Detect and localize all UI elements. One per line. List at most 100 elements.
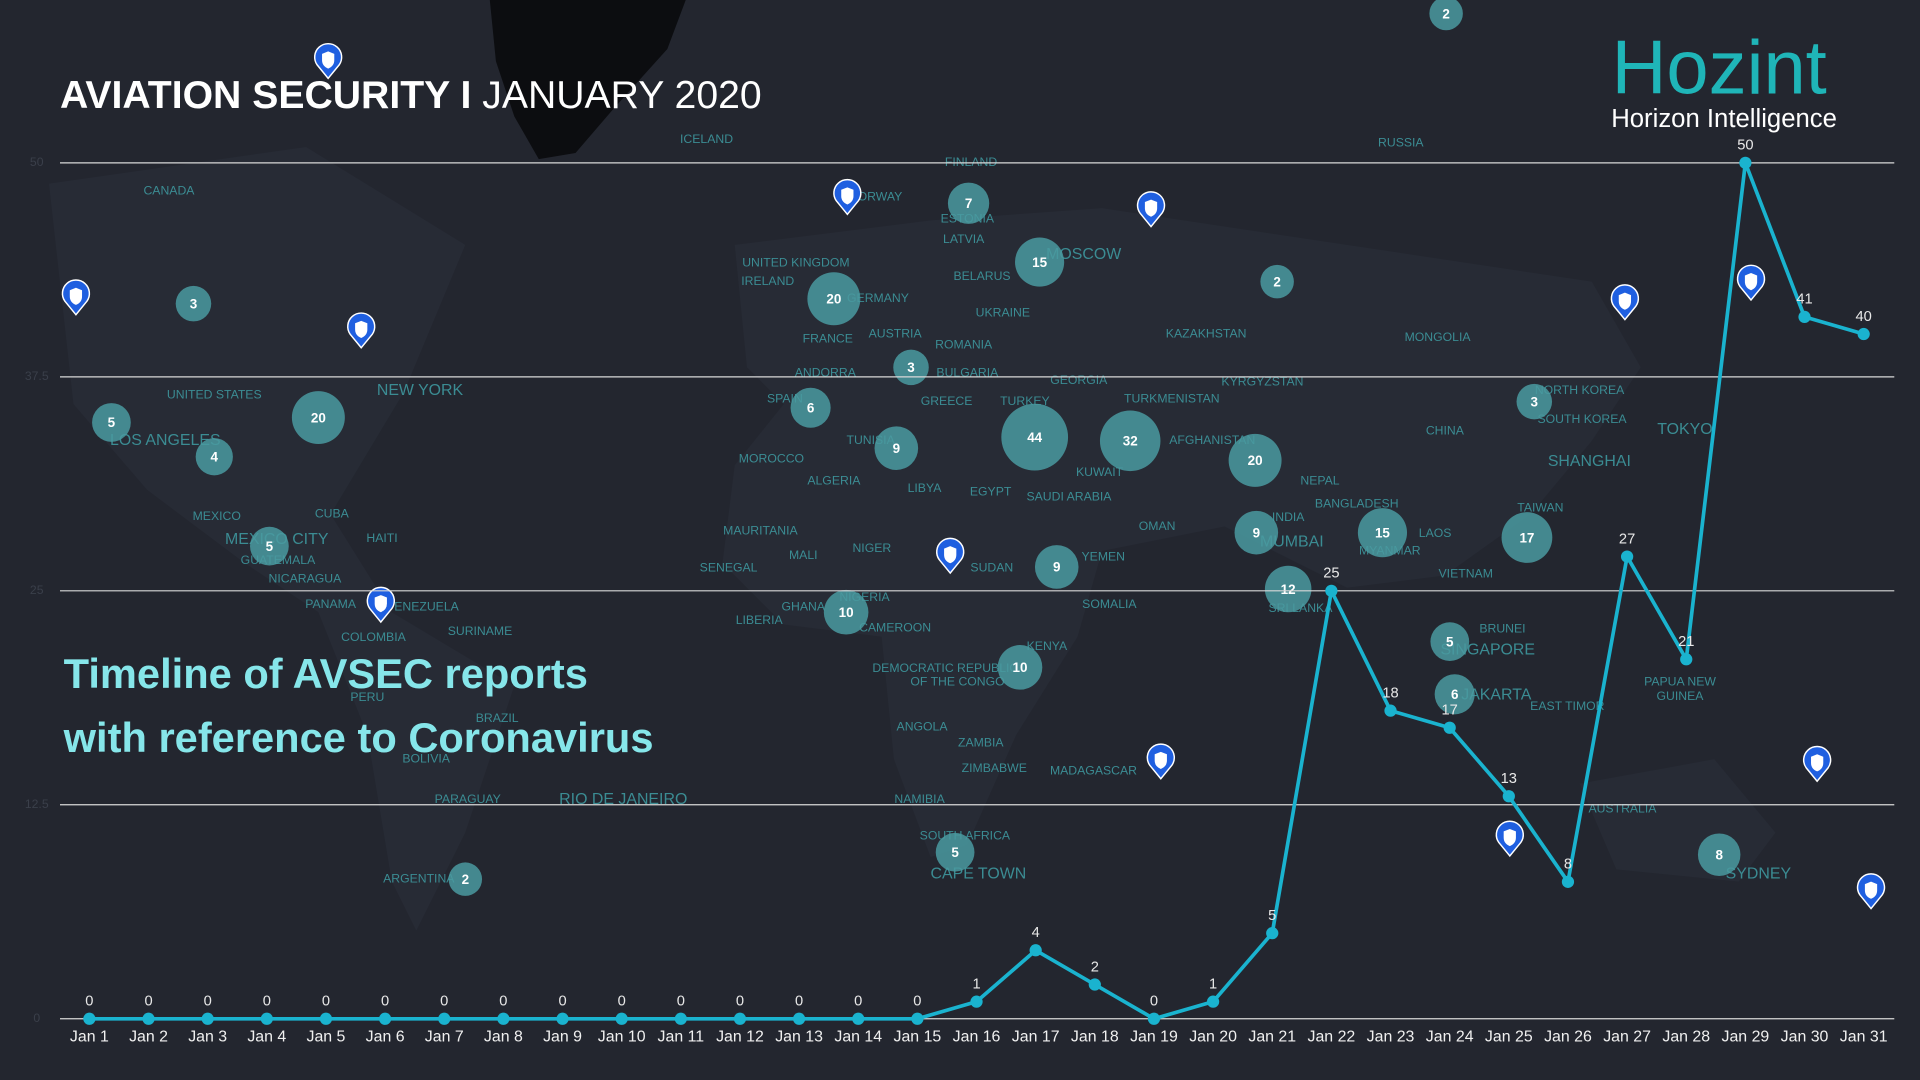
bubble-label: 20 xyxy=(1248,453,1263,468)
report-bubble xyxy=(1501,512,1553,563)
value-label: 0 xyxy=(85,994,93,1010)
place-label: DEMOCRATIC REPUBLIC xyxy=(872,661,1018,675)
report-bubble xyxy=(1264,565,1312,613)
shield-pin xyxy=(366,586,396,624)
place-label: VIETNAM xyxy=(1439,567,1493,581)
shield-pin xyxy=(936,537,965,575)
data-point xyxy=(142,1012,155,1025)
data-point xyxy=(852,1012,865,1025)
x-tick-label: Jan 29 xyxy=(1722,1028,1770,1045)
data-point xyxy=(792,1012,806,1025)
place-label: COLOMBIA xyxy=(341,630,406,644)
place-label: JAKARTA xyxy=(1461,687,1532,704)
bubble-label: 20 xyxy=(311,410,326,425)
data-point xyxy=(1384,704,1397,717)
place-label: ALGERIA xyxy=(807,473,861,487)
place-label: NAMIBIA xyxy=(894,792,945,806)
report-bubble xyxy=(175,285,212,322)
bubble-label: 7 xyxy=(965,196,972,211)
pin-shield xyxy=(355,320,368,338)
place-label: TAIWAN xyxy=(1517,500,1563,514)
report-bubble xyxy=(807,272,861,326)
report-bubble xyxy=(823,589,869,635)
data-point xyxy=(319,1012,333,1025)
value-label: 0 xyxy=(499,994,507,1010)
bubble-label: 2 xyxy=(1442,6,1449,21)
x-tick-label: Jan 6 xyxy=(366,1028,405,1045)
data-point xyxy=(1206,995,1220,1008)
report-bubble xyxy=(291,391,345,445)
data-point xyxy=(556,1012,569,1025)
bubble-label: 15 xyxy=(1375,525,1390,540)
data-point xyxy=(615,1012,628,1025)
data-point xyxy=(1147,1012,1161,1025)
x-tick-label: Jan 18 xyxy=(1071,1028,1119,1045)
value-label: 17 xyxy=(1442,702,1458,718)
place-label: BULGARIA xyxy=(936,366,999,380)
y-tick-label: 37.5 xyxy=(25,369,49,383)
value-label: 25 xyxy=(1323,566,1339,582)
x-tick-label: Jan 4 xyxy=(247,1028,286,1045)
pin-shield xyxy=(1154,751,1167,769)
bubble-label: 15 xyxy=(1032,255,1047,270)
place-label: ZIMBABWE xyxy=(962,761,1027,775)
title-rest: JANUARY 2020 xyxy=(482,74,761,117)
place-label: UNITED KINGDOM xyxy=(742,255,849,269)
report-bubble xyxy=(997,645,1043,690)
bubble-label: 5 xyxy=(1446,634,1454,649)
place-label: PAPUA NEW xyxy=(1644,674,1716,688)
pin-shield xyxy=(1618,292,1632,310)
place-label: KYRGYZSTAN xyxy=(1221,374,1303,388)
report-bubble xyxy=(1434,674,1475,715)
place-label: GUINEA xyxy=(1657,689,1705,703)
place-label: TURKMENISTAN xyxy=(1124,391,1220,405)
x-tick-label: Jan 25 xyxy=(1485,1028,1533,1045)
bubble-label: 3 xyxy=(907,360,914,375)
shield-pin xyxy=(1856,873,1886,910)
pin-shield xyxy=(374,595,387,613)
shield-pin xyxy=(1136,191,1166,228)
place-label: GREECE xyxy=(921,394,973,408)
report-bubble xyxy=(92,403,131,442)
x-tick-label: Jan 19 xyxy=(1130,1028,1178,1045)
bubble-label: 9 xyxy=(1053,560,1060,575)
x-tick-label: Jan 8 xyxy=(484,1028,523,1045)
y-tick-label: 50 xyxy=(30,155,44,169)
bubble-label: 3 xyxy=(190,296,197,311)
bubble-label: 5 xyxy=(951,845,959,860)
value-label: 8 xyxy=(1564,857,1572,873)
x-tick-label: Jan 21 xyxy=(1248,1028,1296,1045)
data-point xyxy=(970,995,983,1008)
report-bubble xyxy=(1099,410,1161,472)
shield-pin xyxy=(833,178,862,216)
place-label: UNITED STATES xyxy=(167,388,262,402)
bubble-label: 44 xyxy=(1027,430,1042,445)
value-label: 13 xyxy=(1501,771,1517,787)
place-label: CAMEROON xyxy=(859,620,931,634)
place-label: CUBA xyxy=(315,507,350,521)
x-tick-label: Jan 11 xyxy=(658,1028,705,1045)
data-point xyxy=(438,1012,451,1025)
greenland xyxy=(489,0,686,160)
place-label: GEORGIA xyxy=(1050,373,1108,387)
bubble-label: 10 xyxy=(1013,660,1028,675)
place-label: AFGHANISTAN xyxy=(1169,433,1255,447)
value-label: 27 xyxy=(1619,531,1635,547)
shield-pin xyxy=(1802,745,1832,783)
place-label: BRUNEI xyxy=(1479,622,1525,636)
value-label: 0 xyxy=(263,994,271,1010)
place-label: INDIA xyxy=(1272,510,1305,524)
place-label: CHINA xyxy=(1426,423,1465,437)
pin-shield xyxy=(1144,199,1158,217)
bubble-label: 6 xyxy=(1451,687,1458,702)
place-label: VENEZUELA xyxy=(386,600,460,614)
x-tick-label: Jan 5 xyxy=(306,1028,345,1045)
data-point xyxy=(1088,978,1101,991)
place-label: SAUDI ARABIA xyxy=(1026,489,1112,503)
place-label: SENEGAL xyxy=(700,560,758,574)
data-point xyxy=(201,1012,214,1025)
place-label: AUSTRALIA xyxy=(1588,802,1657,816)
place-label: HAITI xyxy=(366,531,397,545)
x-tick-label: Jan 20 xyxy=(1189,1028,1237,1045)
